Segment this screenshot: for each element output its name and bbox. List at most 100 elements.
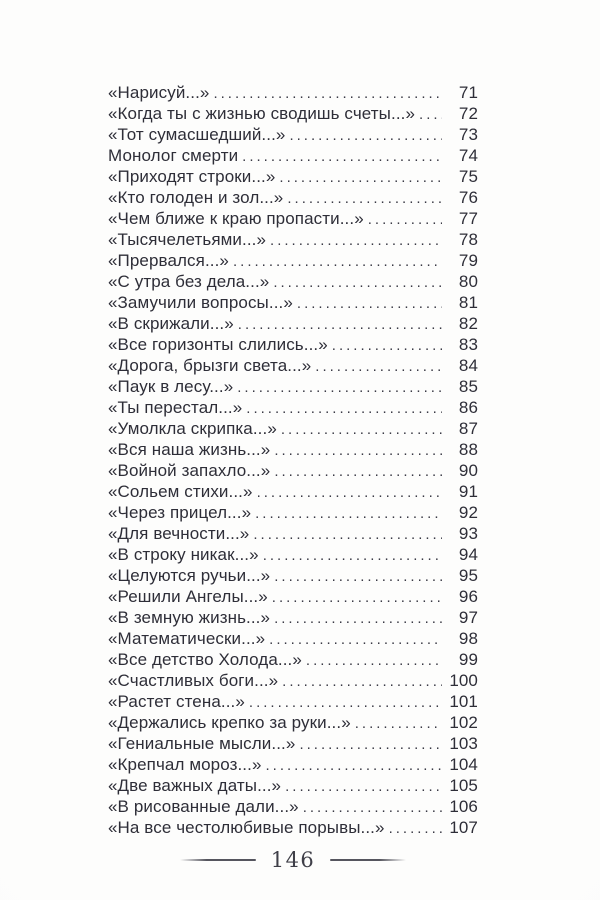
dotted-leader (282, 670, 442, 692)
toc-row: «Держались крепко за руки...» 102 (108, 712, 478, 733)
toc-entry-title: «Счастливых боги...» (108, 671, 279, 690)
dotted-leader (299, 733, 442, 755)
toc-row: «Счастливых боги...» 100 (108, 670, 478, 691)
dotted-leader (289, 124, 442, 146)
toc-entry-page: 88 (458, 440, 478, 459)
toc-row: «Вся наша жизнь...» 88 (108, 439, 478, 460)
toc-row: Монолог смерти 74 (108, 145, 478, 166)
toc-entry-title: «Крепчал мороз...» (108, 755, 262, 774)
dotted-leader (332, 334, 442, 356)
toc-entry-page: 106 (449, 797, 478, 816)
toc-entry-title: «Все детство Холода...» (108, 650, 302, 669)
toc-entry-page: 78 (458, 230, 478, 249)
dotted-leader (233, 250, 442, 272)
dotted-leader (274, 607, 442, 629)
dotted-leader (389, 817, 442, 839)
dotted-leader (297, 292, 442, 314)
toc-entry-page: 77 (458, 209, 478, 228)
toc-entry-page: 72 (458, 104, 478, 123)
toc-entry-title: «Решили Ангелы...» (108, 587, 268, 606)
toc-entry-page: 97 (458, 608, 478, 627)
toc-list: «Нарисуй...»71«Когда ты с жизнью сводишь… (108, 82, 478, 838)
toc-row: «Целуются ручьи...» 95 (108, 565, 478, 586)
toc-entry-page: 86 (458, 398, 478, 417)
folio-page-number: 146 (270, 848, 316, 872)
toc-entry-title: «Кто голоден и зол...» (108, 188, 284, 207)
toc-entry-page: 84 (458, 356, 478, 375)
toc-entry-page: 73 (458, 125, 478, 144)
dotted-leader (306, 649, 442, 671)
toc-entry-title: «Вся наша жизнь...» (108, 440, 271, 459)
toc-entry-title: «Целуются ручьи...» (108, 566, 271, 585)
dotted-leader (315, 355, 442, 377)
toc-entry-title: «Дорога, брызги света...» (108, 356, 312, 375)
toc-row: «Все горизонты слились...» 83 (108, 334, 478, 355)
dotted-leader (238, 313, 442, 335)
dotted-leader (255, 502, 442, 524)
toc-entry-page: 76 (458, 188, 478, 207)
toc-entry-page: 104 (449, 755, 478, 774)
dotted-leader (269, 628, 442, 650)
dotted-leader (249, 691, 442, 713)
toc-entry-page: 96 (458, 587, 478, 606)
toc-row: «В земную жизнь...» 97 (108, 607, 478, 628)
toc-entry-title: «Математически...» (108, 629, 266, 648)
toc-entry-title: «В рисованные дали...» (108, 797, 299, 816)
toc-row: «С утра без дела...» 80 (108, 271, 478, 292)
dotted-leader (281, 418, 442, 440)
toc-entry-page: 105 (449, 776, 478, 795)
dotted-leader (274, 439, 442, 461)
dotted-leader (274, 565, 442, 587)
toc-entry-title: «Гениальные мысли...» (108, 734, 296, 753)
dotted-leader (272, 586, 442, 608)
toc-entry-title: «В скрижали...» (108, 314, 234, 333)
toc-row: «Растет стена...» 101 (108, 691, 478, 712)
toc-entry-page: 100 (449, 671, 478, 690)
dotted-leader (253, 523, 442, 545)
toc-entry-title: «Ты перестал...» (108, 398, 243, 417)
toc-entry-page: 91 (458, 482, 478, 501)
toc-row: «Математически...» 98 (108, 628, 478, 649)
toc-row: «Замучили вопросы...» 81 (108, 292, 478, 313)
dotted-leader (246, 397, 442, 419)
toc-row: «Нарисуй...» 71 (108, 82, 478, 103)
toc-entry-title: «Все горизонты слились...» (108, 335, 328, 354)
toc-entry-page: 102 (449, 713, 478, 732)
footer-left-rule (179, 859, 256, 861)
toc-row: «Все детство Холода...» 99 (108, 649, 478, 670)
toc-entry-page: 71 (458, 83, 478, 102)
toc-entry-page: 81 (458, 293, 478, 312)
toc-entry-title: «Замучили вопросы...» (108, 293, 293, 312)
dotted-leader (213, 82, 442, 104)
toc-entry-page: 95 (458, 566, 478, 585)
toc-entry-title: «Чем ближе к краю пропасти...» (108, 209, 364, 228)
toc-entry-title: «Через прицел...» (108, 503, 252, 522)
dotted-leader (355, 712, 442, 734)
toc-row: «Крепчал мороз...» 104 (108, 754, 478, 775)
toc-entry-title: «Две важных даты...» (108, 776, 282, 795)
toc-entry-page: 87 (458, 419, 478, 438)
dotted-leader (266, 754, 442, 776)
toc-entry-page: 107 (449, 818, 478, 837)
dotted-leader (279, 166, 442, 188)
toc-row: «Умолкла скрипка...» 87 (108, 418, 478, 439)
dotted-leader (419, 103, 442, 125)
toc-row: «Дорога, брызги света...» 84 (108, 355, 478, 376)
toc-row: «Кто голоден и зол...» 76 (108, 187, 478, 208)
dotted-leader (368, 208, 442, 230)
dotted-leader (237, 376, 442, 398)
toc-row: «Когда ты с жизнью сводишь счеты...» 72 (108, 103, 478, 124)
toc-row: «В строку никак...» 94 (108, 544, 478, 565)
toc-row: «На все честолюбивые порывы...» 107 (108, 817, 478, 838)
toc-row: «Решили Ангелы...» 96 (108, 586, 478, 607)
toc-row: «Паук в лесу...» 85 (108, 376, 478, 397)
toc-entry-page: 85 (458, 377, 478, 396)
toc-entry-title: «Для вечности...» (108, 524, 250, 543)
dotted-leader (303, 796, 442, 818)
toc-entry-title: «На все честолюбивые порывы...» (108, 818, 385, 837)
toc-entry-page: 93 (458, 524, 478, 543)
toc-entry-title: «Растет стена...» (108, 692, 245, 711)
page-footer: 146 (108, 848, 478, 872)
toc-entry-page: 74 (458, 146, 478, 165)
